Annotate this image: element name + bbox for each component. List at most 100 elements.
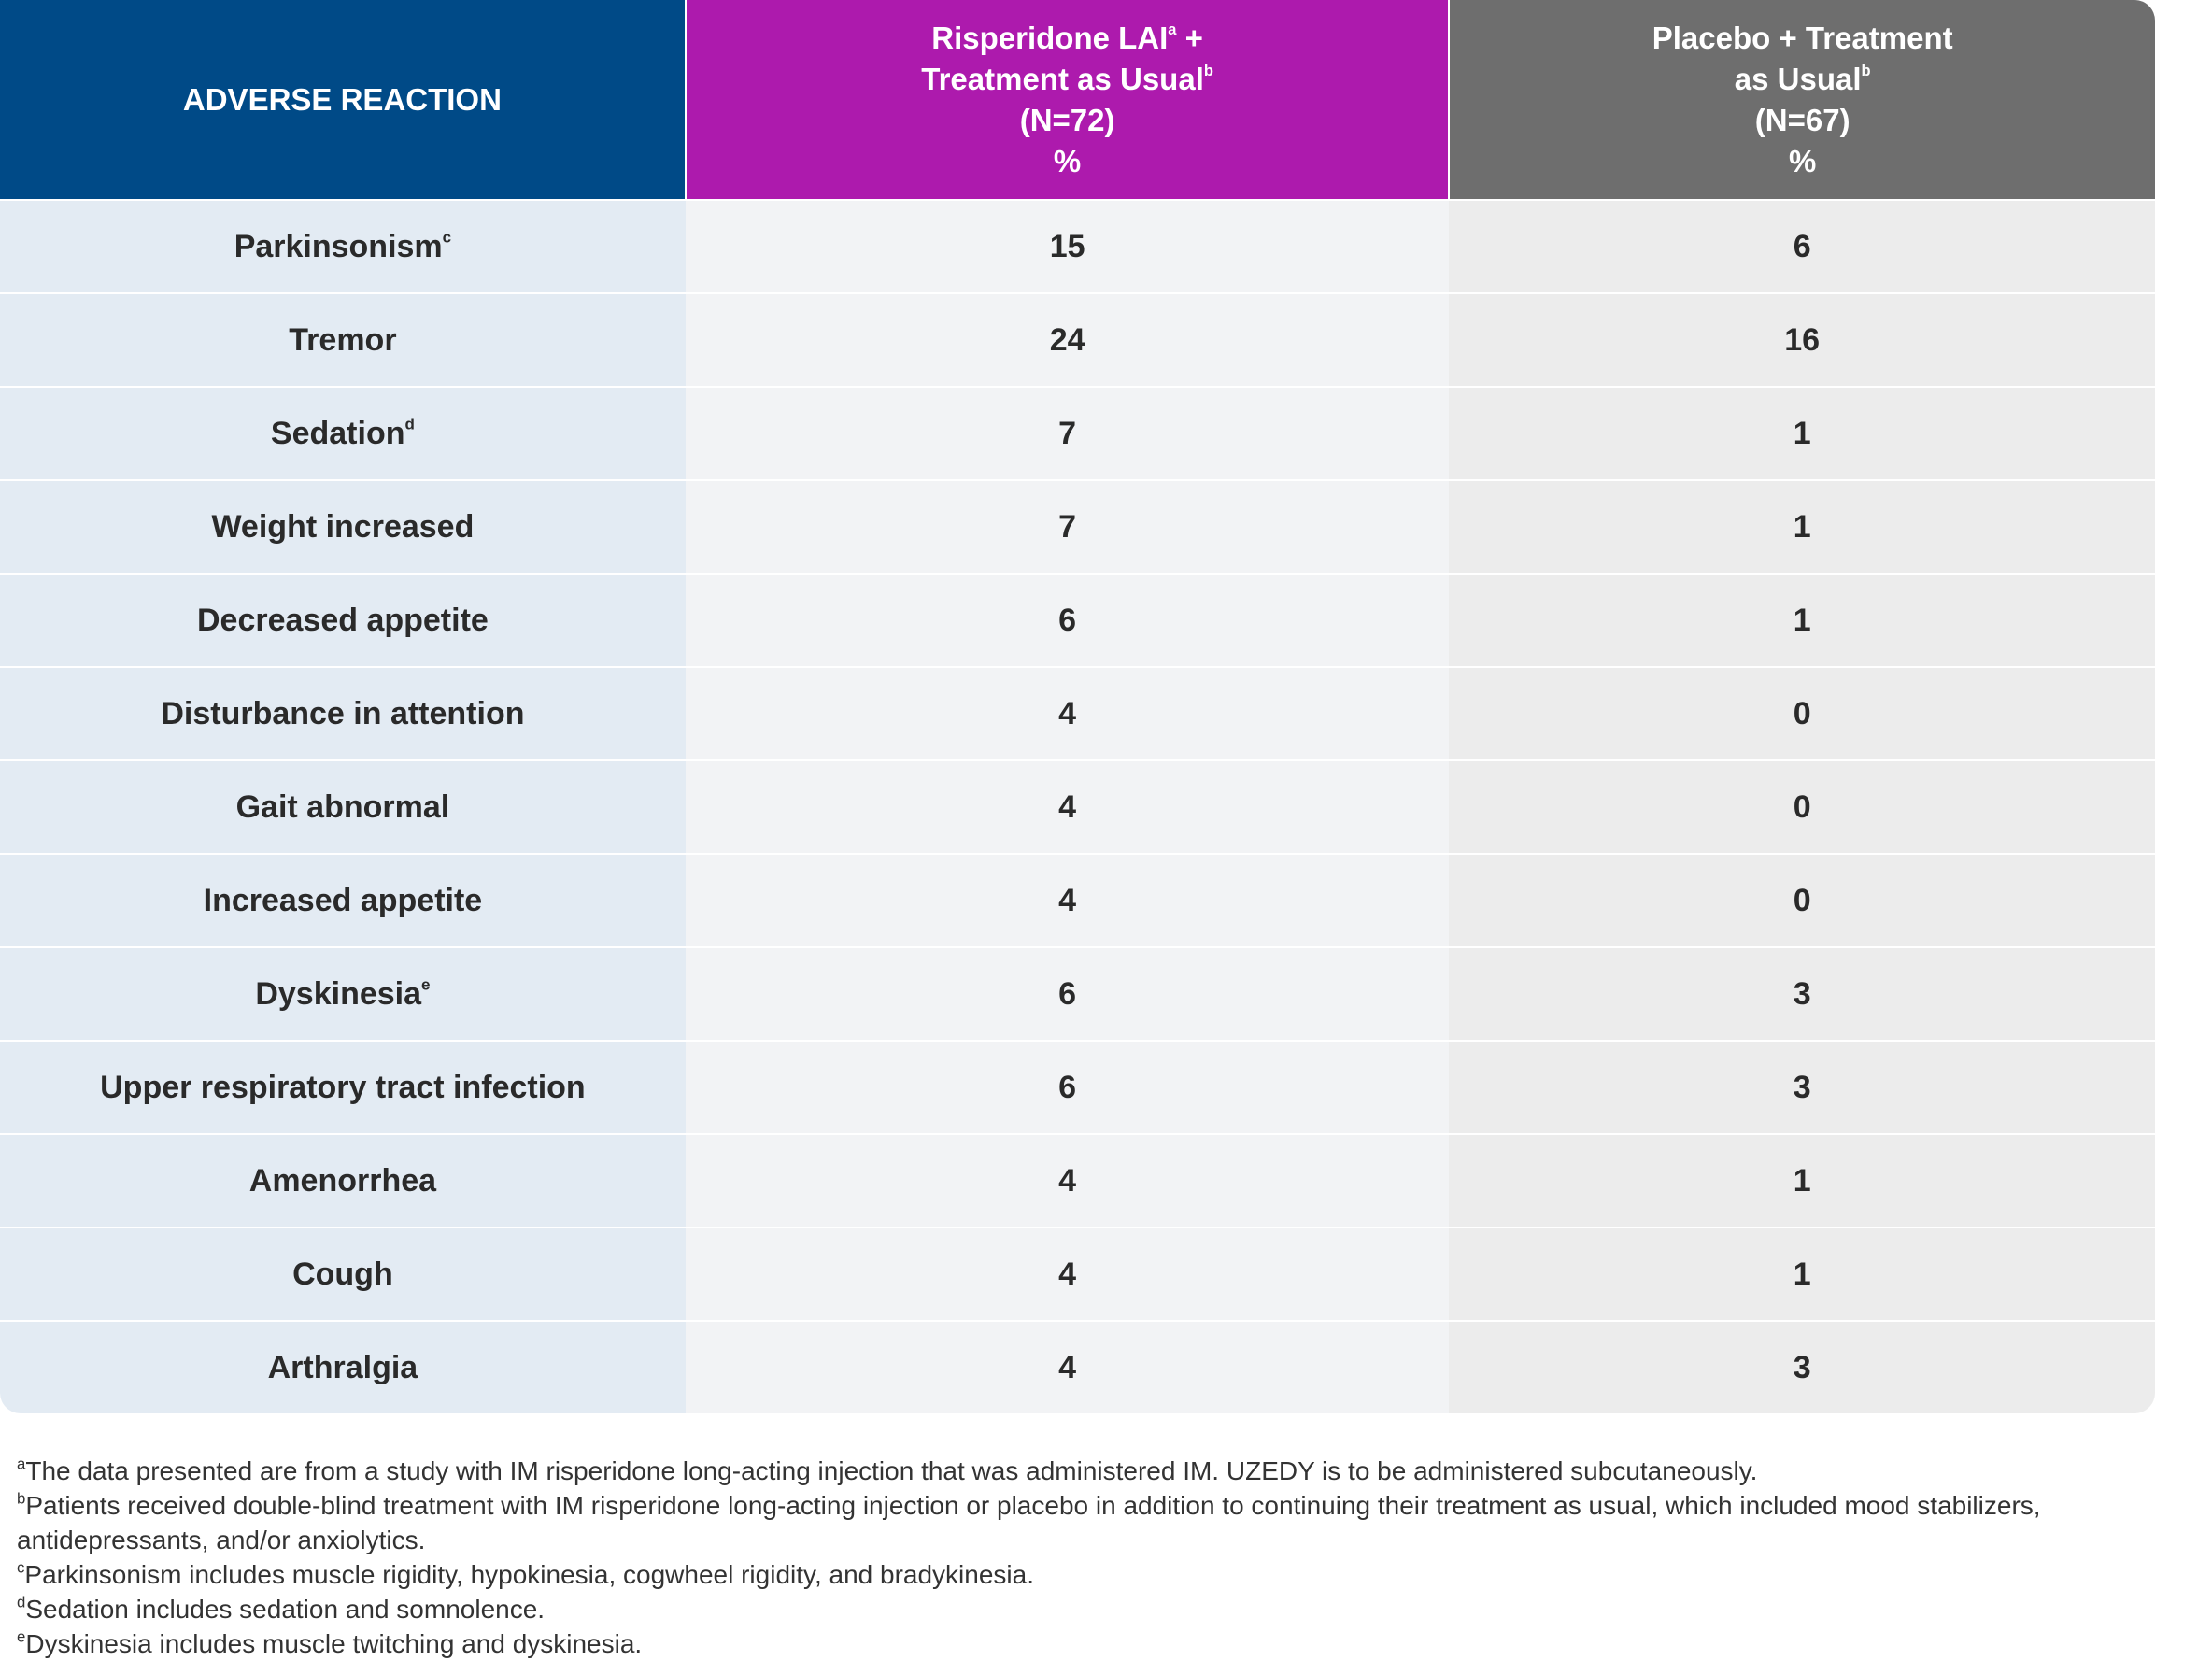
header-text: % xyxy=(1789,143,1817,178)
percent-cell: 4 xyxy=(685,1320,1450,1413)
percent-cell: 6 xyxy=(685,1040,1450,1134)
footnote-ref: d xyxy=(404,415,415,433)
percent-cell: 3 xyxy=(1449,1040,2155,1134)
header-text: (N=72) xyxy=(1019,102,1115,137)
footnote-text: Dyskinesia includes muscle twitching and… xyxy=(25,1629,643,1658)
percent-cell: 4 xyxy=(685,853,1450,947)
header-line: (N=67) xyxy=(1450,100,2155,141)
percent-cell: 3 xyxy=(1449,946,2155,1041)
reaction-cell: Gait abnormal xyxy=(0,759,686,854)
reaction-cell: Upper respiratory tract infection xyxy=(0,1040,686,1134)
header-row: ADVERSE REACTION Risperidone LAIa + Treatm… xyxy=(0,0,2155,200)
percent-cell: 1 xyxy=(1449,1133,2155,1228)
header-text: (N=67) xyxy=(1754,102,1850,137)
footnote-text: Parkinsonism includes muscle rigidity, h… xyxy=(24,1560,1034,1589)
table-row: Gait abnormal 4 0 xyxy=(0,759,2155,854)
footnote-mark: a xyxy=(17,1455,26,1473)
reaction-cell: Parkinsonismc xyxy=(0,199,686,293)
table-row: Dyskinesiae 6 3 xyxy=(0,946,2155,1041)
percent-cell: 1 xyxy=(1449,386,2155,480)
header-line: % xyxy=(687,141,1449,182)
percent-cell: 4 xyxy=(685,1133,1450,1228)
adverse-reactions-table: ADVERSE REACTION Risperidone LAIa + Treatm… xyxy=(0,0,2155,1413)
table-row: Sedationd 7 1 xyxy=(0,386,2155,480)
footnote-text: Patients received double-blind treatment… xyxy=(17,1491,2041,1554)
footnote-text: The data presented are from a study with… xyxy=(25,1456,1758,1485)
table-header: ADVERSE REACTION Risperidone LAIa + Treatm… xyxy=(0,0,2155,200)
reaction-name: Arthralgia xyxy=(267,1349,418,1385)
footnote-ref: e xyxy=(421,975,431,994)
footnotes: aThe data presented are from a study wit… xyxy=(17,1454,2184,1661)
reaction-cell: Decreased appetite xyxy=(0,573,686,667)
table-row: Arthralgia 4 3 xyxy=(0,1320,2155,1413)
percent-cell: 3 xyxy=(1449,1320,2155,1413)
reaction-name: Cough xyxy=(292,1256,393,1292)
percent-cell: 4 xyxy=(685,759,1450,854)
header-cell: Placebo + Treatment as Usualb (N=67)% xyxy=(1448,0,2155,200)
header-text: ADVERSE REACTION xyxy=(182,81,502,117)
footnote: aThe data presented are from a study wit… xyxy=(17,1454,2184,1488)
percent-cell: 0 xyxy=(1449,759,2155,854)
header-text: Placebo + Treatment xyxy=(1652,20,1953,55)
reaction-name: Sedation xyxy=(270,415,405,451)
percent-cell: 0 xyxy=(1449,853,2155,947)
reaction-name: Parkinsonism xyxy=(234,228,443,264)
header-line: ADVERSE REACTION xyxy=(0,79,685,121)
reaction-cell: Arthralgia xyxy=(0,1320,686,1413)
table-row: Upper respiratory tract infection 6 3 xyxy=(0,1040,2155,1134)
percent-cell: 1 xyxy=(1449,573,2155,667)
footnote-text: Sedation includes sedation and somnolenc… xyxy=(25,1595,546,1624)
percent-cell: 7 xyxy=(685,386,1450,480)
reaction-name: Amenorrhea xyxy=(248,1162,437,1199)
header-line: Placebo + Treatment xyxy=(1450,18,2155,59)
footnote-mark: c xyxy=(17,1558,25,1577)
header-line: Treatment as Usualb xyxy=(687,59,1449,100)
table-row: Weight increased 7 1 xyxy=(0,479,2155,574)
reaction-name: Upper respiratory tract infection xyxy=(100,1069,586,1105)
footnote: dSedation includes sedation and somnolen… xyxy=(17,1592,2184,1626)
percent-cell: 16 xyxy=(1449,292,2155,387)
percent-cell: 0 xyxy=(1449,666,2155,760)
header-text: as Usual xyxy=(1734,61,1862,96)
table-row: Tremor 24 16 xyxy=(0,292,2155,387)
percent-cell: 6 xyxy=(1449,199,2155,293)
reaction-name: Tremor xyxy=(289,321,397,358)
reaction-cell: Weight increased xyxy=(0,479,686,574)
percent-cell: 4 xyxy=(685,1227,1450,1321)
reaction-cell: Sedationd xyxy=(0,386,686,480)
footnote: cParkinsonism includes muscle rigidity, … xyxy=(17,1557,2184,1592)
reaction-cell: Dyskinesiae xyxy=(0,946,686,1041)
reaction-name: Dyskinesia xyxy=(255,975,422,1012)
percent-cell: 24 xyxy=(685,292,1450,387)
header-text: + xyxy=(1176,20,1203,55)
footnote-ref: c xyxy=(442,228,452,247)
percent-cell: 1 xyxy=(1449,479,2155,574)
table-row: Cough 4 1 xyxy=(0,1227,2155,1321)
footnote-ref: a xyxy=(1168,21,1177,38)
table-row: Decreased appetite 6 1 xyxy=(0,573,2155,667)
reaction-name: Increased appetite xyxy=(203,882,483,918)
percent-cell: 7 xyxy=(685,479,1450,574)
percent-cell: 1 xyxy=(1449,1227,2155,1321)
table-body: Parkinsonismc 15 6 Tremor 24 16 Sedationd 7 1 Wei… xyxy=(0,199,2155,1413)
table-row: Disturbance in attention 4 0 xyxy=(0,666,2155,760)
footnote-mark: b xyxy=(17,1489,26,1508)
reaction-name: Disturbance in attention xyxy=(161,695,525,731)
reaction-name: Gait abnormal xyxy=(235,788,450,825)
footnote-ref: b xyxy=(1203,62,1213,79)
header-cell: ADVERSE REACTION xyxy=(0,0,686,200)
footnote: eDyskinesia includes muscle twitching an… xyxy=(17,1626,2184,1661)
reaction-cell: Tremor xyxy=(0,292,686,387)
reaction-cell: Cough xyxy=(0,1227,686,1321)
percent-cell: 4 xyxy=(685,666,1450,760)
header-text: Risperidone LAI xyxy=(931,20,1169,55)
reaction-cell: Disturbance in attention xyxy=(0,666,686,760)
header-cell: Risperidone LAIa + Treatment as Usualb (N=… xyxy=(684,0,1450,200)
percent-cell: 6 xyxy=(685,573,1450,667)
percent-cell: 15 xyxy=(685,199,1450,293)
reaction-cell: Increased appetite xyxy=(0,853,686,947)
table-row: Amenorrhea 4 1 xyxy=(0,1133,2155,1228)
header-line: (N=72) xyxy=(687,100,1449,141)
header-line: % xyxy=(1450,141,2155,182)
